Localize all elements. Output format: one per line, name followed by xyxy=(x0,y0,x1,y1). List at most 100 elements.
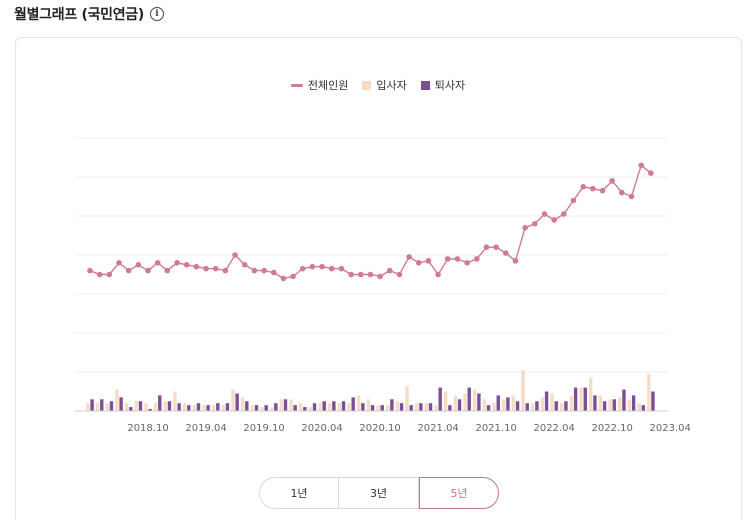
point-total xyxy=(154,260,161,266)
bar-leave xyxy=(312,403,317,411)
legend-item-leave[interactable]: 퇴사자 xyxy=(420,77,466,93)
range-button-3y[interactable]: 3년 xyxy=(339,477,419,509)
bar-leave xyxy=(332,401,336,411)
bar-leave xyxy=(119,397,123,411)
bar-hire xyxy=(298,403,303,411)
legend-item-hire[interactable]: 입사자 xyxy=(362,77,407,93)
bar-leave xyxy=(486,405,491,411)
legend-label-hire: 입사자 xyxy=(376,79,407,92)
x-tick-label: 2019.10 xyxy=(243,423,284,434)
point-total xyxy=(348,271,354,278)
bar-leave xyxy=(100,399,104,411)
bar-hire xyxy=(173,391,177,411)
point-total xyxy=(522,224,528,231)
bar-hire xyxy=(579,387,583,411)
bar-hire xyxy=(463,393,467,411)
point-total xyxy=(464,260,470,266)
point-total xyxy=(145,267,151,274)
point-total xyxy=(87,267,93,274)
point-total xyxy=(212,265,219,272)
bar-hire xyxy=(443,391,448,411)
point-total xyxy=(232,252,238,258)
bar-hire xyxy=(531,403,535,411)
bar-hire xyxy=(182,403,187,411)
point-total xyxy=(444,256,451,262)
bar-leave xyxy=(399,403,404,411)
bar-leave xyxy=(361,403,365,411)
bar-leave xyxy=(274,403,278,411)
bar-leave xyxy=(351,397,355,411)
point-total xyxy=(483,244,490,250)
point-total xyxy=(96,271,103,278)
range-button-5y[interactable]: 5년 xyxy=(419,477,499,509)
bar-leave xyxy=(109,401,114,411)
x-tick-label: 2018.10 xyxy=(127,423,168,434)
bar-hire xyxy=(124,403,129,411)
bar-leave xyxy=(525,403,529,411)
info-icon[interactable]: i xyxy=(150,7,164,21)
bar-hire xyxy=(550,393,554,411)
bar-hire xyxy=(115,389,119,411)
bar-hire xyxy=(86,403,90,411)
bar-hire xyxy=(318,403,322,411)
bar-hire xyxy=(589,377,593,411)
bar-leave xyxy=(390,399,394,411)
bar-leave xyxy=(187,405,191,411)
point-total xyxy=(406,254,412,260)
point-total xyxy=(328,265,335,272)
header: 월별그래프 (국민연금) i xyxy=(14,4,164,24)
bar-hire xyxy=(492,403,496,411)
point-total xyxy=(551,217,557,223)
range-button-1y[interactable]: 1년 xyxy=(259,477,339,509)
bar-leave xyxy=(341,401,346,411)
bar-hire xyxy=(405,385,409,411)
point-total xyxy=(174,260,180,266)
bar-leave xyxy=(148,409,152,411)
bar-hire xyxy=(569,395,574,411)
bar-hire xyxy=(347,403,351,411)
point-total xyxy=(541,211,548,217)
bar-hire xyxy=(366,399,371,411)
bar-leave xyxy=(573,387,578,411)
x-tick-label: 2022.04 xyxy=(533,423,574,434)
bar-hire xyxy=(453,395,458,411)
bar-leave xyxy=(380,405,384,411)
legend-item-total[interactable]: 전체인원 xyxy=(290,77,348,93)
bar-hire xyxy=(289,399,293,411)
point-total xyxy=(290,273,296,280)
point-total xyxy=(261,267,267,274)
bar-leave xyxy=(583,387,587,411)
legend-swatch-leave xyxy=(420,80,430,90)
bar-leave xyxy=(506,397,510,411)
x-tick-label: 2020.04 xyxy=(301,423,342,434)
bar-hire xyxy=(511,395,516,411)
bar-hire xyxy=(356,395,361,411)
point-total xyxy=(270,269,277,276)
bar-hire xyxy=(424,403,429,411)
point-total xyxy=(319,263,325,270)
bar-hire xyxy=(260,407,264,411)
bar-hire xyxy=(598,395,603,411)
point-total xyxy=(425,258,432,264)
bar-hire xyxy=(473,389,477,411)
bar-leave xyxy=(167,401,172,411)
bar-hire xyxy=(376,405,380,411)
bar-hire xyxy=(221,405,225,411)
bar-hire xyxy=(240,397,245,411)
bar-leave xyxy=(612,399,616,411)
bar-leave xyxy=(554,401,558,411)
bar-leave xyxy=(206,405,210,411)
point-total xyxy=(280,275,287,282)
bar-hire xyxy=(521,370,525,411)
monthly-chart: 2018.10 2019.04 2019.10 2020.04 2020.10 2021.… xyxy=(75,137,691,434)
point-total xyxy=(570,197,577,204)
point-total xyxy=(628,193,635,200)
bar-hire xyxy=(637,403,641,411)
bar-leave xyxy=(419,403,423,411)
point-total xyxy=(241,261,248,268)
legend-label-leave: 퇴사자 xyxy=(434,79,466,92)
chart-legend: 전체인원 입사자 퇴사자 xyxy=(0,77,756,93)
bar-hire xyxy=(482,399,487,411)
bar-leave xyxy=(477,393,481,411)
point-total xyxy=(619,189,625,196)
